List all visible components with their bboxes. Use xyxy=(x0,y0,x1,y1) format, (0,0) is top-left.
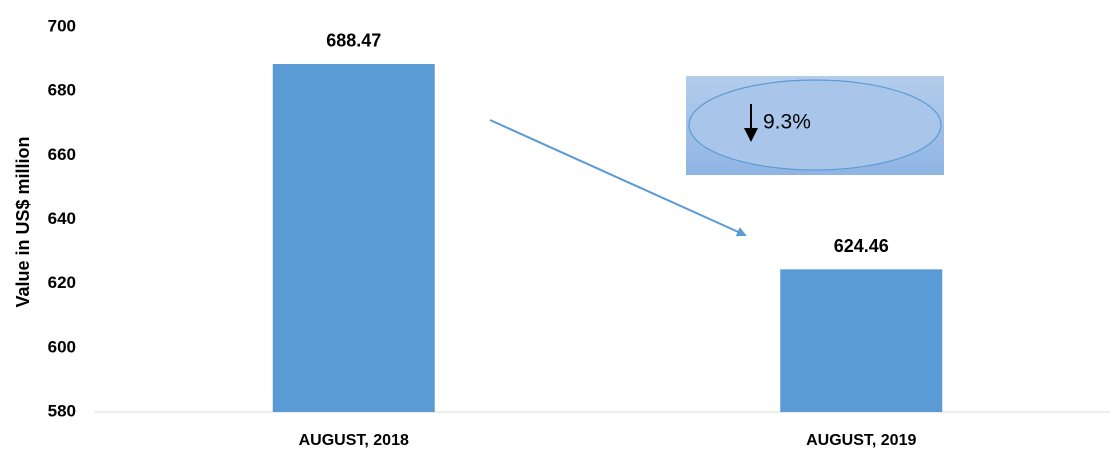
y-tick-label: 700 xyxy=(48,16,76,35)
y-tick-label: 600 xyxy=(48,337,76,356)
trend-arrow xyxy=(489,119,747,237)
bar xyxy=(780,269,943,412)
annotation-ellipse xyxy=(688,79,942,171)
y-axis-label: Value in US$ million xyxy=(13,136,33,307)
value-label: 688.47 xyxy=(326,31,381,51)
y-tick-label: 580 xyxy=(48,401,76,420)
y-tick-label: 680 xyxy=(48,81,76,100)
bar xyxy=(272,63,435,412)
value-label: 624.46 xyxy=(834,236,889,256)
x-tick-label: AUGUST, 2019 xyxy=(806,432,916,449)
y-tick-label: 660 xyxy=(48,145,76,164)
annotation-text: 9.3% xyxy=(763,111,811,134)
down-arrow-head xyxy=(744,128,758,142)
y-tick-label: 640 xyxy=(48,209,76,228)
y-tick-label: 620 xyxy=(48,273,76,292)
x-tick-label: AUGUST, 2018 xyxy=(299,432,409,449)
